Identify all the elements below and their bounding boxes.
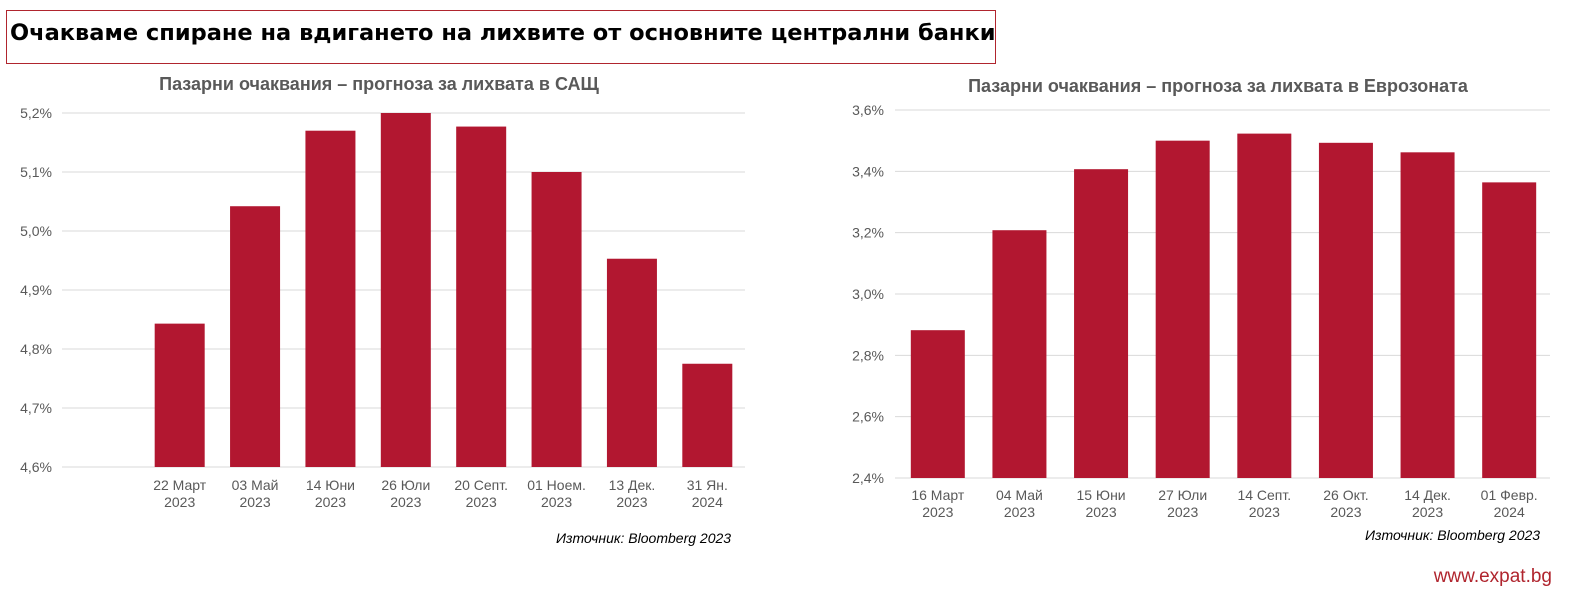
bar	[305, 130, 356, 467]
bar	[682, 363, 733, 467]
bar	[531, 172, 582, 467]
headline-frame	[6, 10, 996, 64]
bar	[380, 113, 431, 467]
category-label: 2024	[692, 494, 723, 510]
page-headline: Очакваме спиране на вдигането на лихвите…	[10, 20, 996, 46]
bar	[154, 323, 205, 467]
y-tick-label: 5,0%	[20, 223, 52, 239]
category-label: 2023	[1004, 504, 1035, 520]
category-label: 26 Окт.	[1323, 487, 1368, 503]
y-tick-label: 4,6%	[20, 459, 52, 475]
category-label: 31 Ян.	[687, 477, 728, 493]
us-rate-bar-chart: Пазарни очаквания – прогноза за лихвата …	[20, 74, 745, 510]
category-label: 27 Юли	[1158, 487, 1207, 503]
y-tick-label: 5,1%	[20, 164, 52, 180]
category-label: 01 Февр.	[1481, 487, 1538, 503]
bar	[1318, 142, 1373, 478]
category-label: 22 Март	[153, 477, 207, 493]
y-tick-label: 5,2%	[20, 105, 52, 121]
bar	[230, 206, 281, 467]
category-label: 04 Май	[996, 487, 1043, 503]
chart-title: Пазарни очаквания – прогноза за лихвата …	[159, 74, 599, 94]
y-tick-label: 4,7%	[20, 400, 52, 416]
y-tick-label: 3,2%	[852, 225, 884, 241]
category-label: 01 Ноем.	[527, 477, 586, 493]
category-label: 15 Юни	[1076, 487, 1125, 503]
bar	[1400, 152, 1455, 478]
brand-url: www.expat.bg	[1433, 566, 1552, 587]
category-label: 13 Дек.	[609, 477, 656, 493]
y-tick-label: 2,8%	[852, 347, 884, 363]
bar	[1237, 133, 1292, 478]
y-tick-label: 3,6%	[852, 102, 884, 118]
category-label: 2023	[1085, 504, 1116, 520]
bar	[456, 126, 507, 467]
category-label: 16 Март	[911, 487, 965, 503]
category-label: 2023	[1167, 504, 1198, 520]
category-label: 2023	[315, 494, 346, 510]
category-label: 2023	[922, 504, 953, 520]
category-label: 2023	[1412, 504, 1443, 520]
category-label: 14 Юни	[306, 477, 355, 493]
category-label: 2023	[466, 494, 497, 510]
category-label: 03 Май	[232, 477, 279, 493]
category-label: 20 Септ.	[454, 477, 508, 493]
category-label: 26 Юли	[381, 477, 430, 493]
y-tick-label: 2,6%	[852, 409, 884, 425]
category-label: 2023	[616, 494, 647, 510]
bar	[910, 330, 965, 478]
bar	[1074, 169, 1129, 479]
y-tick-label: 3,0%	[852, 286, 884, 302]
category-label: 2023	[390, 494, 421, 510]
category-label: 14 Септ.	[1237, 487, 1291, 503]
bar	[606, 258, 657, 467]
category-label: 2023	[164, 494, 195, 510]
bar	[1482, 182, 1537, 478]
y-tick-label: 4,8%	[20, 341, 52, 357]
y-tick-label: 4,9%	[20, 282, 52, 298]
eurozone-chart-source: Източник: Bloomberg 2023	[1365, 527, 1541, 543]
y-tick-label: 2,4%	[852, 470, 884, 486]
bar	[992, 230, 1047, 478]
category-label: 2023	[1249, 504, 1280, 520]
bar	[1155, 140, 1210, 478]
chart-title: Пазарни очаквания – прогноза за лихвата …	[968, 76, 1469, 96]
category-label: 2023	[1330, 504, 1361, 520]
category-label: 14 Дек.	[1404, 487, 1451, 503]
category-label: 2023	[239, 494, 270, 510]
category-label: 2024	[1494, 504, 1525, 520]
category-label: 2023	[541, 494, 572, 510]
y-tick-label: 3,4%	[852, 163, 884, 179]
us-chart-source: Източник: Bloomberg 2023	[556, 530, 732, 546]
